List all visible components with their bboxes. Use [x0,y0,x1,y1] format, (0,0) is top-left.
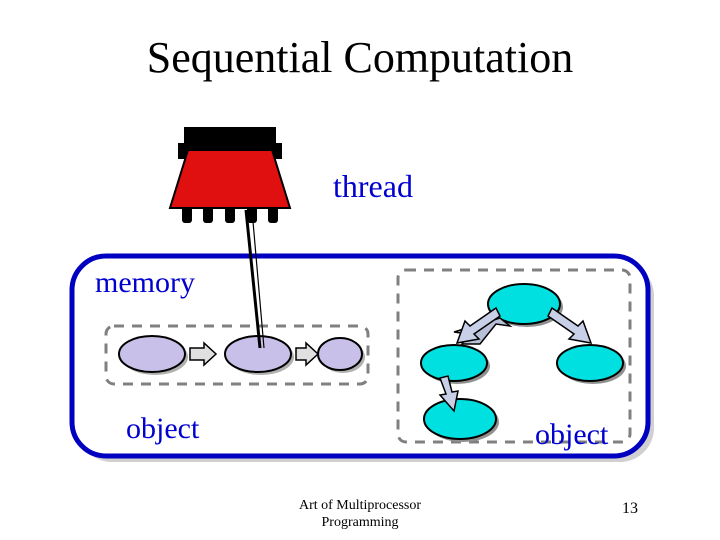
list-node [119,336,185,372]
footer-line1: Art of Multiprocessor [299,498,421,513]
page-title: Sequential Computation [0,32,720,83]
page-number: 13 [622,500,638,518]
memory-label: memory [95,266,195,300]
tree-node [424,399,496,439]
footer: Art of Multiprocessor Programming [0,498,720,532]
footer-line2: Programming [322,515,399,530]
slide: Sequential Computation thread memory obj… [0,0,720,540]
object-label-left: object [126,412,199,446]
tree-node [557,345,623,381]
tree-node [421,345,487,381]
thread-label: thread [333,168,413,205]
list-node [318,338,362,370]
object-label-right: object [535,418,608,452]
